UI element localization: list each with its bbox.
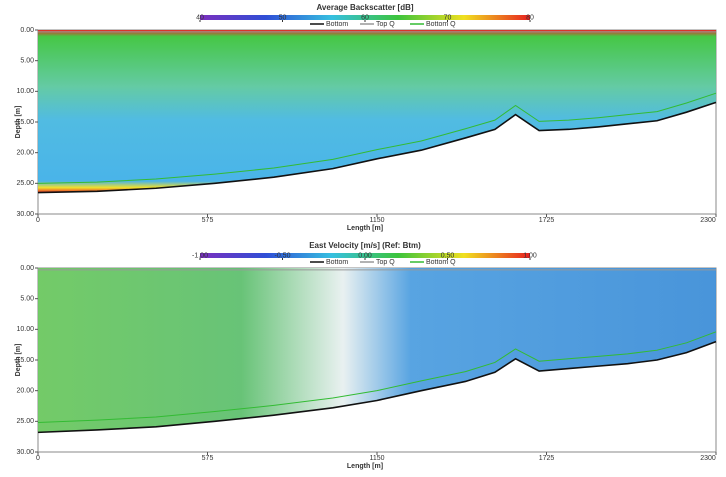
y-tick-label: 25.00 [16, 418, 34, 425]
series-line [37, 340, 717, 434]
colorbar-tick-label: 50 [279, 14, 287, 21]
y-tick-label: 10.00 [16, 88, 34, 95]
colorbar-tick-label: 0.00 [358, 252, 372, 259]
chart-title: East Velocity [m/s] (Ref: Btm) [309, 241, 421, 250]
x-tick-label: 575 [202, 455, 214, 462]
y-tick-label: 25.00 [16, 180, 34, 187]
x-tick-label: 0 [36, 455, 40, 462]
y-tick-label: 5.00 [20, 296, 34, 303]
y-tick-label: 5.00 [20, 58, 34, 65]
y-tick-label: 0.00 [20, 265, 34, 272]
y-axis-label: Depth [m] [15, 106, 22, 139]
legend-label: Bottom Q [426, 21, 456, 28]
series-line [37, 331, 717, 424]
series-line [37, 92, 717, 184]
y-tick-label: 30.00 [16, 211, 34, 218]
heatmap-fill [38, 268, 716, 433]
y-tick-label: 20.00 [16, 388, 34, 395]
colorbar-tick-label: 40 [196, 14, 204, 21]
y-axis-label: Depth [m] [15, 344, 22, 377]
legend-label: Top Q [376, 259, 395, 266]
y-tick-label: 20.00 [16, 150, 34, 157]
colorbar-tick-label: 80 [526, 14, 534, 21]
colorbar [200, 253, 530, 258]
chart-title: Average Backscatter [dB] [316, 3, 413, 12]
x-tick-label: 1150 [369, 455, 384, 462]
y-tick-label: 15.00 [16, 119, 34, 126]
x-axis-label: Length [m] [347, 225, 383, 232]
series-line [37, 101, 717, 194]
legend-label: Top Q [376, 21, 395, 28]
colorbar-tick-label: 0.50 [441, 252, 455, 259]
x-axis-label: Length [m] [347, 463, 383, 470]
colorbar-tick-label: 70 [444, 14, 452, 21]
x-tick-label: 2300 [700, 217, 716, 224]
x-tick-label: 0 [36, 217, 40, 224]
x-tick-label: 2300 [700, 455, 716, 462]
x-tick-label: 1725 [539, 217, 555, 224]
x-tick-label: 1725 [539, 455, 555, 462]
legend-label: Bottom [326, 259, 348, 266]
colorbar-tick-label: 60 [361, 14, 369, 21]
y-tick-label: 15.00 [16, 357, 34, 364]
colorbar-tick-label: 1.00 [523, 252, 537, 259]
colorbar-tick-label: -1.00 [192, 252, 208, 259]
x-tick-label: 575 [202, 217, 214, 224]
y-tick-label: 10.00 [16, 326, 34, 333]
legend-label: Bottom Q [426, 259, 456, 266]
y-tick-label: 30.00 [16, 449, 34, 456]
x-tick-label: 1150 [369, 217, 384, 224]
colorbar-tick-label: -0.50 [275, 252, 291, 259]
colorbar [200, 15, 530, 20]
y-tick-label: 0.00 [20, 27, 34, 34]
legend-label: Bottom [326, 21, 348, 28]
heatmap-fill [38, 30, 716, 193]
